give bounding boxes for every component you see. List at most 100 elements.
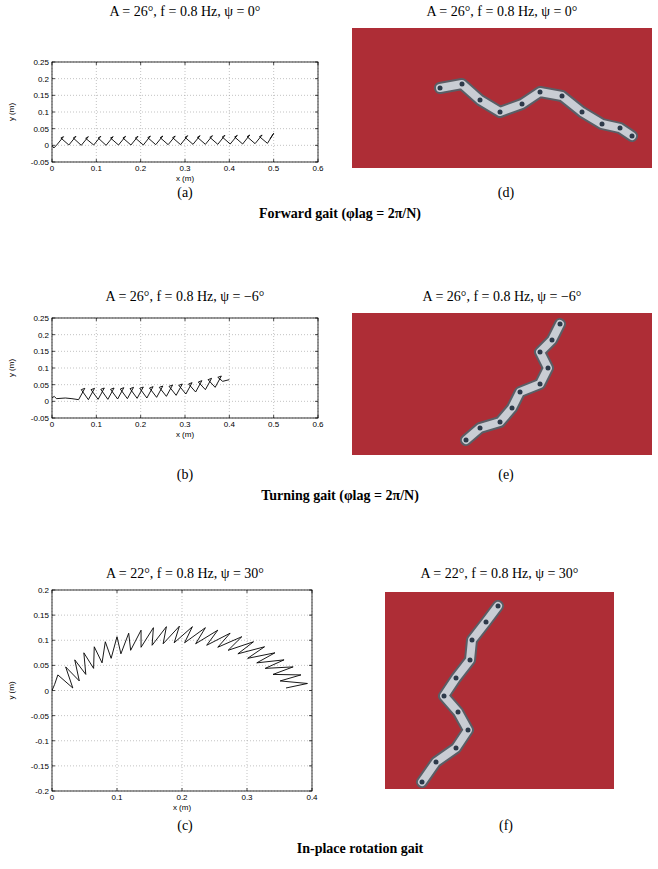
panel-label: (b) (177, 467, 194, 483)
plot-frame (52, 62, 318, 162)
tick-label: 0.05 (33, 661, 49, 670)
robot-module (550, 338, 555, 343)
tick-label: 0.2 (135, 420, 147, 429)
panel-label: (d) (498, 185, 515, 201)
robot-module (434, 760, 439, 765)
grid-line (52, 690, 312, 691)
data-group (52, 133, 274, 148)
tick-label: 0.4 (306, 793, 318, 802)
tick-mark (309, 665, 312, 666)
grid-line (52, 95, 318, 96)
tick-label: 0.2 (38, 586, 50, 595)
tick-label: -0.05 (31, 158, 50, 167)
robot-module (618, 126, 623, 131)
background (0, 0, 658, 869)
tick-mark (247, 788, 248, 791)
tick-mark (315, 401, 318, 402)
panel-label: (f) (499, 818, 513, 834)
robot-module (630, 134, 635, 139)
tick-mark (117, 788, 118, 791)
tick-mark (229, 159, 230, 162)
grid-line (140, 62, 141, 162)
tick-mark (52, 112, 55, 113)
trajectory (52, 376, 229, 400)
tick-mark (96, 159, 97, 162)
grid-line (52, 78, 318, 79)
tick-label: 0.1 (38, 364, 50, 373)
grid-line (117, 590, 118, 791)
robot-module (466, 728, 471, 733)
panel-label: (e) (498, 467, 514, 483)
robot-body (466, 324, 560, 440)
robot-module (420, 780, 425, 785)
tick-label: 0.5 (268, 164, 280, 173)
tick-mark (185, 159, 186, 162)
tick-mark (315, 78, 318, 79)
robot-module (498, 110, 503, 115)
tick-mark (52, 665, 55, 666)
tick-mark (52, 78, 55, 79)
robot-module (580, 110, 585, 115)
tick-label: -0.2 (35, 787, 49, 796)
grid-line (52, 615, 312, 616)
tick-label: 0 (50, 793, 55, 802)
tick-label: 0.3 (179, 420, 191, 429)
grid-line (52, 740, 312, 741)
caption: Forward gait (φlag = 2π/N) (259, 206, 421, 222)
tick-mark (52, 334, 55, 335)
tick-mark (185, 318, 186, 321)
photo-panel: A = 26°, f = 0.8 Hz, ψ = 0°(d) (352, 4, 652, 201)
tick-mark (315, 128, 318, 129)
caption: In-place rotation gait (297, 841, 424, 856)
tick-mark (315, 384, 318, 385)
robot-module (560, 94, 565, 99)
panel-label: (c) (177, 818, 193, 834)
robot-module (460, 82, 465, 87)
robot-module (464, 438, 469, 443)
robot-module (520, 102, 525, 107)
figure: A = 26°, f = 0.8 Hz, ψ = 0° 0 0.1 0.2 0.3 0.4… (0, 0, 658, 869)
tick-label: 0.6 (312, 420, 324, 429)
trajectory (52, 626, 307, 690)
tick-mark (309, 690, 312, 691)
robot-module (538, 382, 543, 387)
grid-line (140, 318, 141, 418)
photo-panel: A = 26°, f = 0.8 Hz, ψ = −6°(e) (352, 289, 652, 483)
grid-line (52, 715, 312, 716)
tick-mark (273, 159, 274, 162)
tick-label: 0.15 (33, 91, 49, 100)
robot-module (558, 322, 563, 327)
y-axis-title: y (m) (7, 681, 16, 700)
robot-module (518, 390, 523, 395)
robot-module (546, 366, 551, 371)
tick-label: 0.2 (176, 793, 188, 802)
tick-label: 0.1 (38, 108, 50, 117)
tick-label: 0.1 (91, 420, 103, 429)
tick-mark (273, 415, 274, 418)
chart-title: A = 26°, f = 0.8 Hz, ψ = 0° (110, 4, 261, 19)
data-group (52, 376, 229, 400)
tick-mark (52, 715, 55, 716)
x-axis-title: x (m) (176, 174, 195, 183)
robot-module (538, 90, 543, 95)
grid-line (96, 62, 97, 162)
grid-line (52, 145, 318, 146)
robot-module (510, 406, 515, 411)
panel-label: (a) (177, 185, 193, 201)
tick-label: 0.4 (224, 420, 236, 429)
tick-mark (52, 368, 55, 369)
tick-mark (315, 112, 318, 113)
grid-line (52, 334, 318, 335)
tick-mark (315, 334, 318, 335)
tick-mark (315, 368, 318, 369)
tick-mark (309, 615, 312, 616)
tick-mark (96, 318, 97, 321)
tick-label: 0.1 (91, 164, 103, 173)
tick-mark (96, 415, 97, 418)
plot-frame (52, 318, 318, 418)
grid-line (52, 368, 318, 369)
grid-line (52, 128, 318, 129)
data-group (52, 626, 307, 690)
robot-module (438, 86, 443, 91)
robot-body (422, 606, 498, 782)
